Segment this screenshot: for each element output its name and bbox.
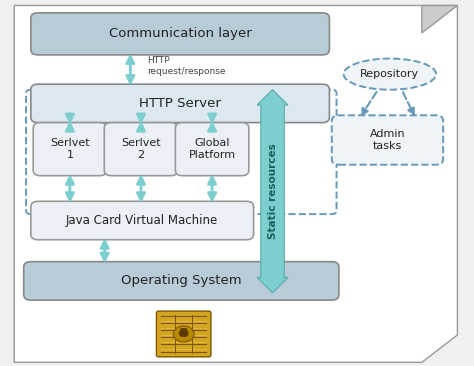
Text: HTTP
request/response: HTTP request/response: [147, 56, 226, 76]
Text: HTTP Server: HTTP Server: [139, 97, 221, 110]
FancyBboxPatch shape: [24, 262, 339, 300]
FancyBboxPatch shape: [175, 123, 249, 176]
Ellipse shape: [344, 59, 436, 90]
FancyBboxPatch shape: [33, 123, 107, 176]
Text: Global
Platform: Global Platform: [189, 138, 236, 160]
Polygon shape: [422, 5, 457, 33]
Text: Admin
tasks: Admin tasks: [370, 129, 405, 151]
Text: Static resources: Static resources: [267, 143, 278, 239]
Polygon shape: [257, 90, 288, 293]
FancyBboxPatch shape: [104, 123, 178, 176]
FancyBboxPatch shape: [31, 13, 329, 55]
Text: Serlvet
2: Serlvet 2: [121, 138, 161, 160]
FancyBboxPatch shape: [332, 115, 443, 165]
Polygon shape: [178, 328, 189, 337]
FancyBboxPatch shape: [156, 311, 211, 357]
Text: Operating System: Operating System: [121, 274, 242, 287]
Text: Repository: Repository: [360, 69, 419, 79]
Circle shape: [173, 326, 194, 342]
Text: Communication layer: Communication layer: [109, 27, 252, 40]
FancyBboxPatch shape: [31, 201, 254, 240]
FancyBboxPatch shape: [31, 84, 329, 123]
Text: Serlvet
1: Serlvet 1: [50, 138, 90, 160]
Text: Java Card Virtual Machine: Java Card Virtual Machine: [66, 214, 219, 227]
Polygon shape: [14, 5, 457, 362]
